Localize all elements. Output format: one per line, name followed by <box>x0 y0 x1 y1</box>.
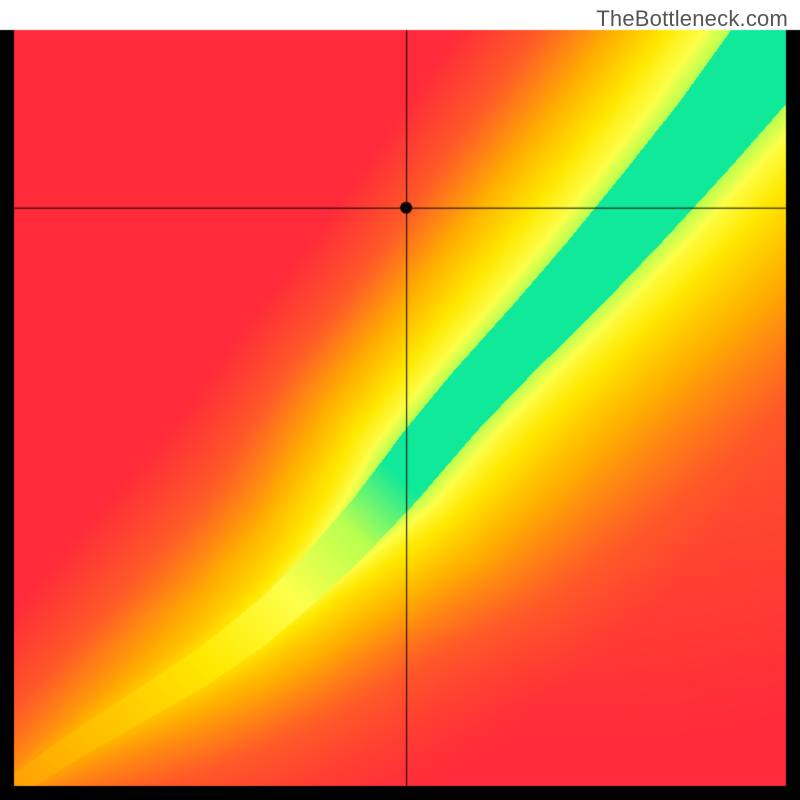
overlay-canvas <box>0 0 800 800</box>
watermark-text: TheBottleneck.com <box>596 6 788 32</box>
